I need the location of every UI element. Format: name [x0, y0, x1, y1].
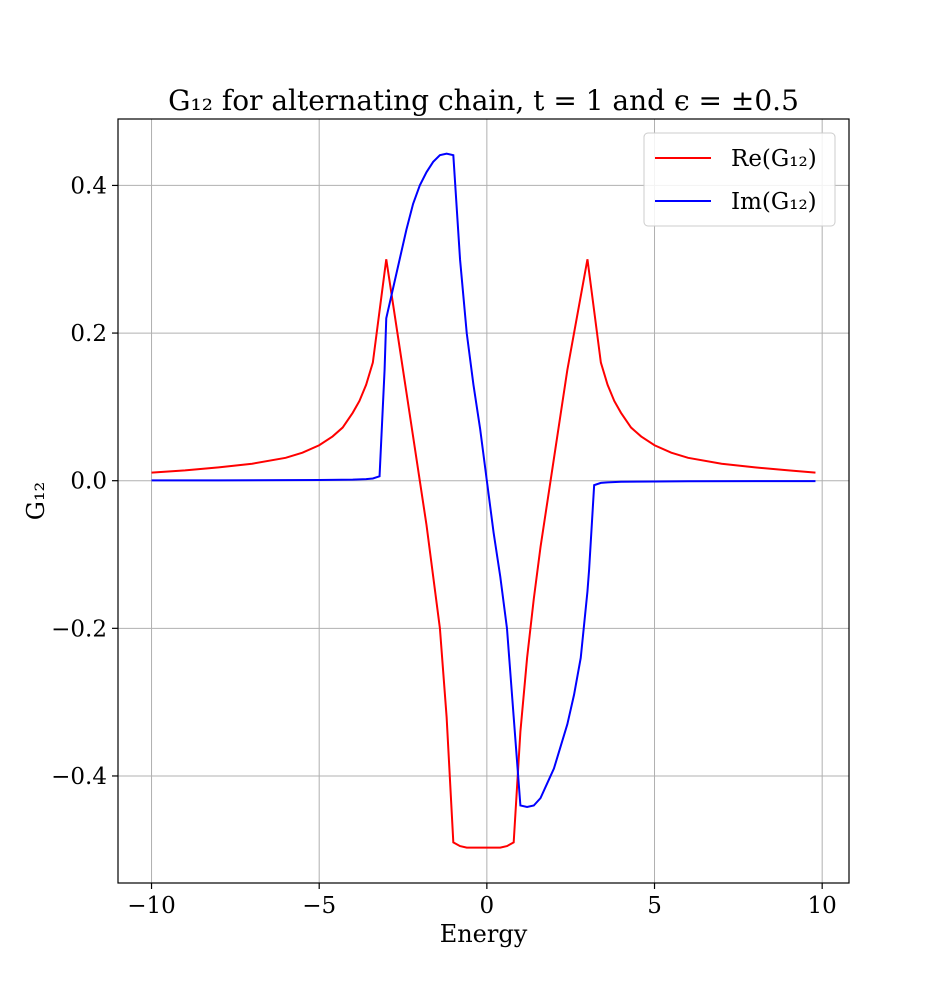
legend-box: [643, 132, 836, 227]
x-tick-label: −5: [302, 893, 336, 919]
y-tick-label: 0.0: [70, 469, 107, 495]
y-axis-label: G₁₂: [22, 482, 50, 520]
legend-entry: Re(G₁₂): [731, 146, 817, 172]
series-layer: [151, 152, 816, 849]
plot-frame: [117, 118, 850, 884]
series-line-re: [151, 259, 816, 849]
x-tick-label: 10: [808, 893, 837, 919]
y-tick-label: −0.4: [51, 764, 107, 790]
y-tick-label: 0.4: [70, 173, 107, 199]
ticks: −10 −5 0 5 10 −0.4 −0.2 0.0 0.2 0.4: [51, 173, 837, 919]
chart-title: G₁₂ for alternating chain, t = 1 and ϵ =…: [168, 84, 799, 117]
x-tick-label: 0: [480, 893, 495, 919]
legend-entry: Im(G₁₂): [731, 189, 817, 215]
y-tick-label: 0.2: [70, 321, 107, 347]
series-line-im: [151, 152, 816, 808]
legend: Re(G₁₂) Im(G₁₂): [643, 132, 836, 227]
x-tick-label: 5: [647, 893, 662, 919]
x-axis-label: Energy: [440, 920, 528, 948]
y-tick-label: −0.2: [51, 616, 107, 642]
x-tick-label: −10: [127, 893, 176, 919]
